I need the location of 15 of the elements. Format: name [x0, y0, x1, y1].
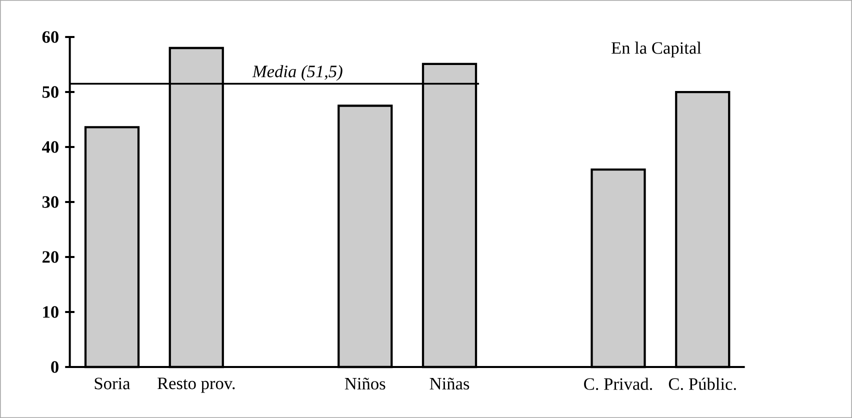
y-tick-label: 0 — [51, 361, 58, 373]
x-tick-label: Soria — [94, 378, 130, 390]
y-tick-label: 10 — [43, 306, 58, 318]
ref-line-label: Media (51,5) — [252, 65, 342, 81]
y-tick-label: 60 — [42, 31, 58, 43]
x-tick-label: C. Privad. — [584, 378, 652, 390]
x-tick-label: Niñas — [430, 378, 470, 390]
x-tick-label: Niños — [344, 378, 386, 390]
annotation: En la Capital — [611, 42, 702, 58]
y-tick-label: 40 — [42, 141, 58, 153]
y-tick-label: 30 — [42, 196, 58, 208]
y-tick-label: 50 — [42, 86, 58, 98]
x-tick-label: Resto prov. — [157, 378, 235, 393]
x-tick-label: C. Públic. — [668, 378, 736, 390]
y-tick-label: 20 — [42, 251, 58, 263]
